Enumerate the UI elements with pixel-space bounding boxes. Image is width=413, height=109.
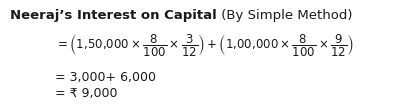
- Text: = ₹ 9,000: = ₹ 9,000: [55, 87, 117, 100]
- Text: $= \left( 1{,}50{,}000 \times \dfrac{8}{100} \times \dfrac{3}{12} \right)+ \left: $= \left( 1{,}50{,}000 \times \dfrac{8}{…: [55, 32, 353, 58]
- Text: Neeraj’s Interest on Capital: Neeraj’s Interest on Capital: [10, 9, 216, 22]
- Text: (By Simple Method): (By Simple Method): [216, 9, 351, 22]
- Text: = 3,000+ 6,000: = 3,000+ 6,000: [55, 71, 156, 84]
